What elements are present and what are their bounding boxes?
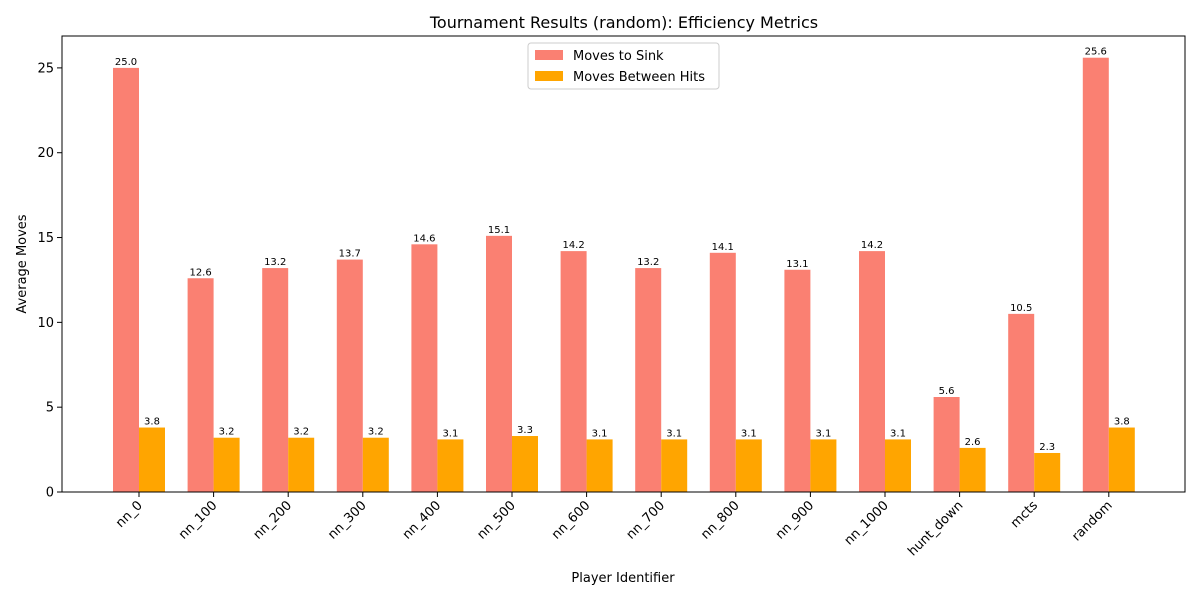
bar-moves-between-hits (362, 437, 389, 492)
bar-moves-between-hits (959, 447, 986, 492)
bar-moves-between-hits (512, 436, 538, 492)
data-label: 13.1 (786, 259, 808, 270)
bar-moves-between-hits (810, 439, 837, 492)
bar-moves-to-sink (486, 235, 512, 492)
bar-moves-to-sink (336, 259, 363, 492)
data-label: 3.8 (144, 417, 160, 428)
legend-swatch (535, 71, 563, 81)
bar-moves-between-hits (1034, 452, 1061, 492)
y-tick-label: 20 (37, 146, 54, 161)
data-label: 3.2 (368, 427, 384, 438)
bar-moves-between-hits (437, 439, 464, 492)
bar-moves-between-hits (586, 439, 613, 492)
data-label: 10.5 (1010, 303, 1032, 314)
bar-moves-between-hits (139, 427, 165, 492)
bar-moves-to-sink (635, 268, 662, 492)
bar-moves-to-sink (187, 278, 214, 492)
x-tick-label: hunt_down (905, 498, 966, 559)
data-label: 2.6 (965, 437, 981, 448)
y-axis-title: Average Moves (15, 214, 30, 313)
bar-moves-between-hits (288, 437, 315, 492)
x-tick-label: nn_100 (176, 498, 220, 542)
data-label: 13.2 (637, 257, 659, 268)
data-label: 15.1 (488, 225, 510, 236)
bar-moves-to-sink (560, 251, 587, 492)
y-tick-label: 0 (46, 486, 54, 501)
y-tick-label: 15 (37, 231, 54, 246)
x-tick-label: nn_300 (325, 498, 369, 542)
bar-moves-between-hits (885, 439, 911, 492)
y-tick-label: 5 (46, 401, 54, 416)
bar-moves-to-sink (933, 397, 960, 492)
bar-moves-between-hits (213, 437, 240, 492)
bar-moves-between-hits (661, 439, 688, 492)
bar-moves-to-sink (411, 244, 438, 492)
bar-moves-to-sink (784, 269, 811, 492)
x-tick-label: nn_400 (400, 498, 444, 542)
x-tick-label: nn_1000 (842, 498, 892, 548)
data-label: 25.6 (1085, 47, 1107, 58)
data-label: 14.6 (413, 233, 435, 244)
x-tick-label: nn_600 (549, 498, 593, 542)
bar-moves-to-sink (1082, 57, 1109, 492)
x-tick-label: nn_500 (474, 498, 518, 542)
legend-label: Moves to Sink (573, 49, 664, 64)
data-label: 3.1 (592, 428, 608, 439)
data-label: 3.1 (815, 428, 831, 439)
data-label: 3.3 (517, 425, 533, 436)
x-tick-label: mcts (1008, 498, 1041, 531)
data-label: 25.0 (115, 57, 137, 68)
x-tick-label: nn_700 (624, 498, 668, 542)
legend-box (527, 42, 720, 90)
x-tick-label: random (1069, 498, 1115, 544)
data-label: 3.2 (293, 427, 309, 438)
y-axis: 0 5 10 15 20 25 (37, 61, 62, 501)
plot-area: 25.0 3.8 12.6 3.2 13.2 3.2 13.7 3.2 14.6 3.1 15.1 3… (113, 47, 1135, 493)
data-label: 3.2 (219, 427, 235, 438)
bar-moves-between-hits (735, 439, 762, 492)
data-label: 14.2 (562, 240, 584, 251)
x-axis-title: Player Identifier (571, 571, 675, 586)
x-axis: nn_0 nn_100 nn_200 nn_300 nn_400 nn_500 nn_600… (113, 492, 1116, 559)
x-tick-label: nn_0 (113, 498, 146, 531)
bar-moves-between-hits (1108, 427, 1135, 492)
bar-moves-to-sink (709, 252, 736, 492)
x-tick-label: nn_200 (251, 498, 295, 542)
data-label: 14.1 (712, 242, 734, 253)
data-label: 3.1 (890, 428, 906, 439)
bar-moves-to-sink (113, 67, 139, 493)
data-label: 2.3 (1039, 442, 1055, 453)
plot-frame (61, 35, 1186, 493)
legend: Moves to Sink Moves Between Hits (527, 42, 720, 90)
bar-moves-to-sink (262, 268, 289, 492)
data-label: 3.8 (1114, 417, 1130, 428)
chart-title: Tournament Results (random): Efficiency … (429, 13, 818, 32)
data-label: 5.6 (939, 386, 955, 397)
data-label: 13.7 (339, 249, 361, 260)
legend-swatch (535, 50, 563, 60)
data-label: 14.2 (861, 240, 883, 251)
y-tick-label: 25 (37, 61, 54, 76)
bar-moves-to-sink (1008, 313, 1035, 492)
x-tick-label: nn_900 (773, 498, 817, 542)
data-label: 12.6 (189, 267, 211, 278)
legend-label: Moves Between Hits (573, 70, 705, 85)
data-label: 3.1 (741, 428, 757, 439)
data-label: 3.1 (442, 428, 458, 439)
y-tick-label: 10 (37, 316, 54, 331)
bar-moves-to-sink (859, 251, 885, 492)
data-label: 13.2 (264, 257, 286, 268)
data-label: 3.1 (666, 428, 682, 439)
x-tick-label: nn_800 (698, 498, 742, 542)
